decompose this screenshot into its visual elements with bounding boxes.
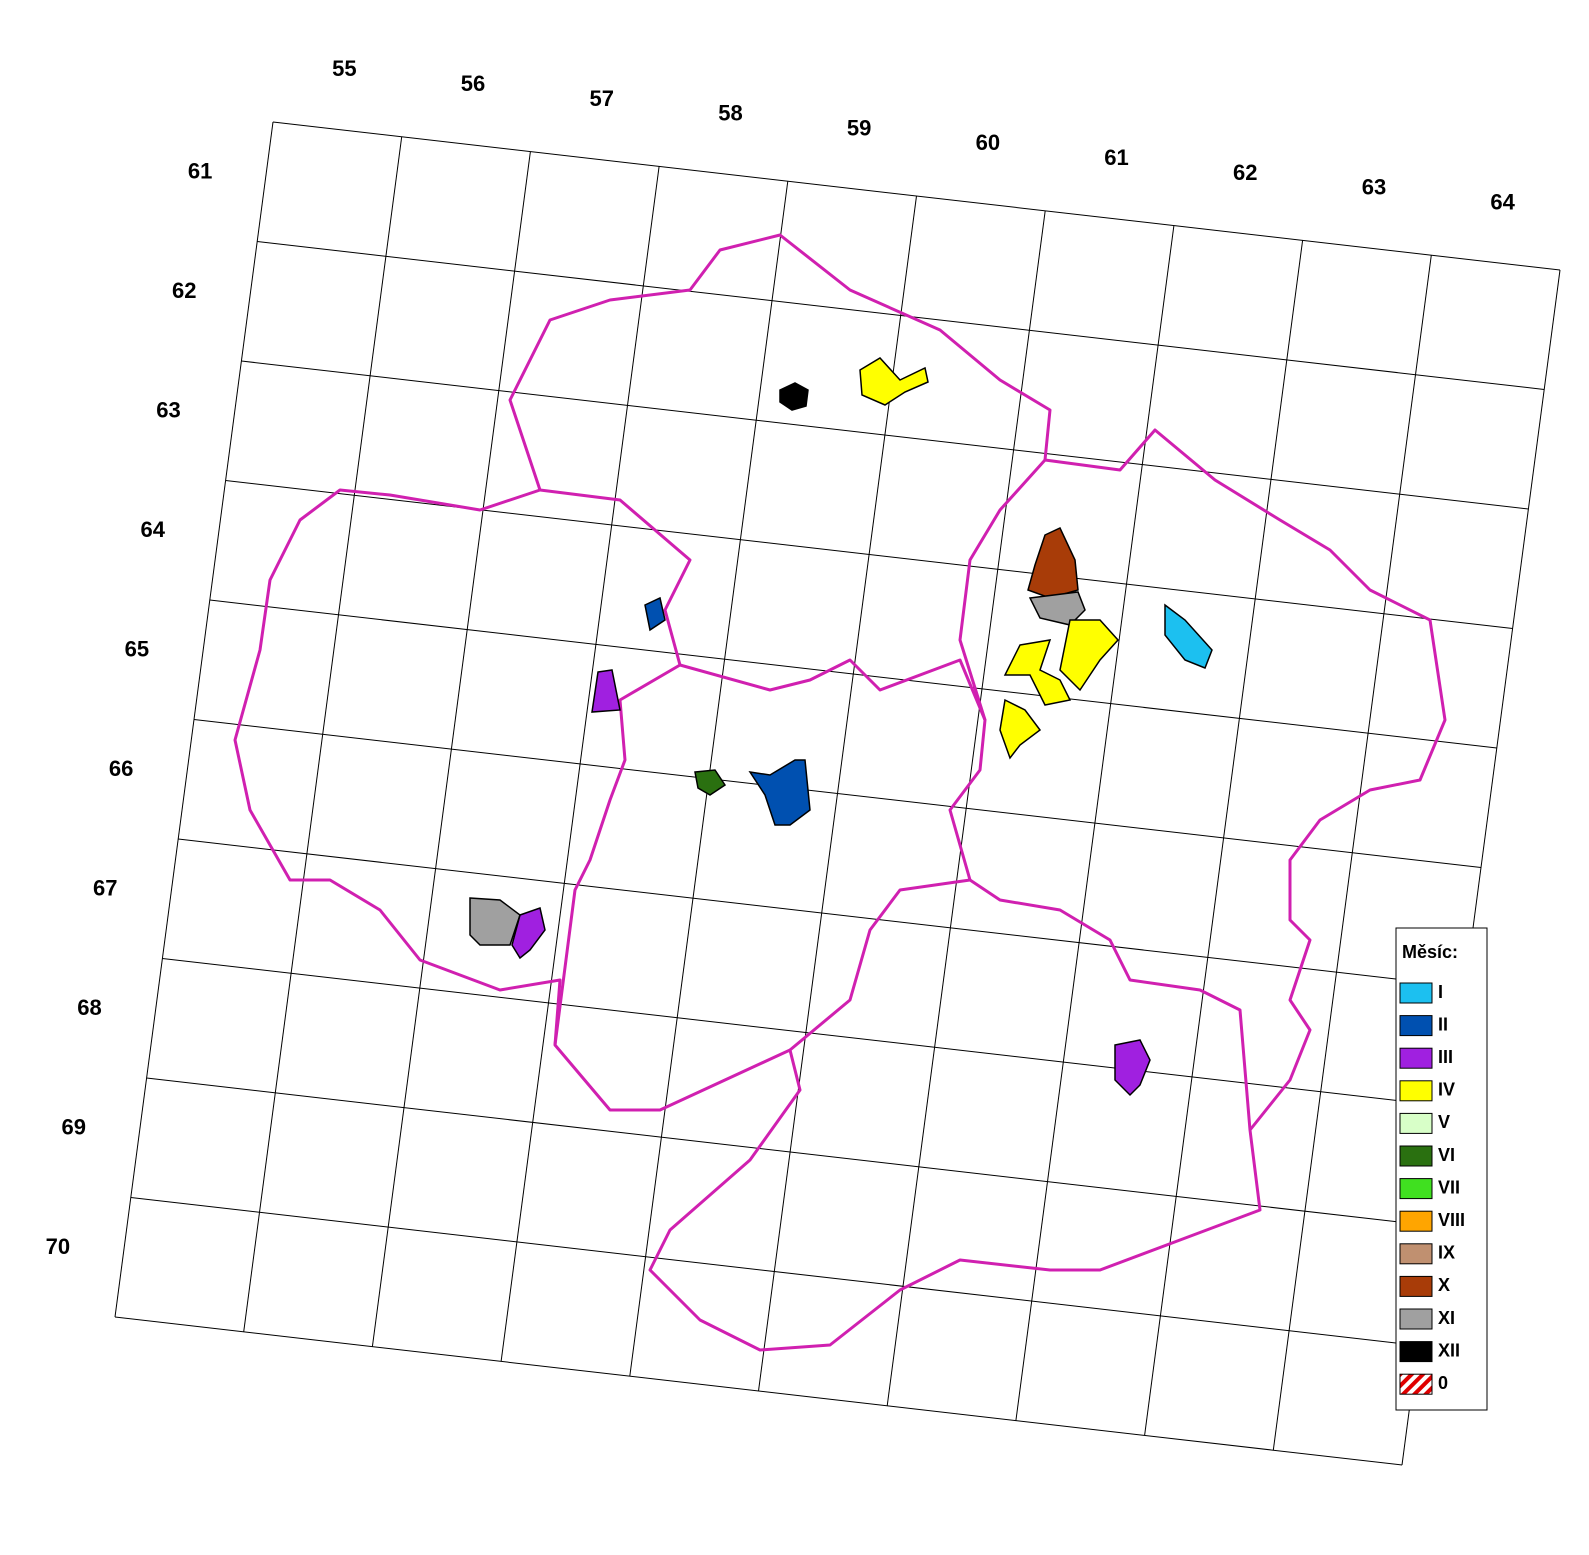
legend-box — [1395, 927, 1488, 1411]
legend-swatch — [1399, 982, 1433, 1004]
grid-line — [225, 480, 1513, 629]
column-label: 55 — [332, 56, 356, 81]
legend-label: X — [1438, 1275, 1450, 1295]
patch — [469, 897, 521, 946]
legend-swatch — [1399, 1047, 1433, 1069]
column-label: 56 — [461, 71, 485, 96]
region-borders — [233, 233, 1447, 1352]
district-border — [958, 458, 1047, 721]
region-outline — [233, 233, 1447, 1352]
legend-label: II — [1438, 1014, 1448, 1034]
column-label: 58 — [718, 101, 742, 126]
patch — [1027, 527, 1079, 599]
grid-line — [162, 958, 1450, 1107]
patch — [694, 769, 727, 796]
row-label: 70 — [46, 1234, 70, 1259]
grid-line — [209, 599, 1497, 749]
patch — [644, 596, 666, 632]
grid — [114, 121, 1561, 1466]
legend-label: V — [1438, 1112, 1450, 1132]
column-label: 62 — [1233, 160, 1257, 185]
legend-swatch — [1399, 1080, 1433, 1102]
legend-title: Měsíc: — [1402, 942, 1458, 962]
legend-label: VIII — [1438, 1210, 1465, 1230]
legend-swatch — [1399, 1308, 1433, 1330]
grid-line — [193, 719, 1482, 868]
legend-label: 0 — [1438, 1373, 1448, 1393]
column-label: 61 — [1104, 145, 1128, 170]
row-label: 63 — [156, 398, 180, 423]
legend-label: III — [1438, 1047, 1453, 1067]
grid-line — [241, 360, 1529, 510]
column-label: 63 — [1362, 175, 1386, 200]
legend-label: IX — [1438, 1243, 1455, 1263]
column-label: 59 — [847, 115, 871, 140]
patch — [1114, 1039, 1151, 1097]
row-label: 64 — [140, 517, 165, 542]
grid-line — [257, 241, 1545, 390]
legend-swatch — [1399, 1015, 1433, 1037]
column-label: 64 — [1490, 189, 1515, 214]
legend-swatch — [1399, 1178, 1433, 1200]
legend-label: VI — [1438, 1145, 1455, 1165]
patch — [1003, 639, 1072, 706]
legend-swatch — [1399, 1341, 1433, 1363]
legend-label: XI — [1438, 1308, 1455, 1328]
legend-swatch — [1399, 1275, 1433, 1297]
row-label: 67 — [93, 876, 117, 901]
column-label: 57 — [590, 86, 614, 111]
legend-swatch — [1399, 1112, 1433, 1134]
column-label: 60 — [976, 130, 1000, 155]
patches — [469, 357, 1213, 1097]
patch — [859, 357, 929, 406]
row-label: 61 — [188, 159, 212, 184]
patch — [1164, 603, 1213, 669]
row-label: 62 — [172, 278, 196, 303]
patch — [1059, 619, 1120, 692]
row-label: 68 — [77, 995, 101, 1020]
grid-line — [146, 1077, 1434, 1227]
grid-line — [130, 1197, 1418, 1346]
row-label: 66 — [109, 756, 133, 781]
patch — [591, 669, 621, 713]
row-label: 69 — [61, 1115, 85, 1140]
legend-label: I — [1438, 982, 1443, 1002]
legend-label: IV — [1438, 1080, 1455, 1100]
patch — [748, 759, 811, 826]
grid-line — [272, 121, 1561, 271]
legend-swatch — [1399, 1210, 1433, 1232]
patch — [511, 907, 546, 960]
grid-line — [178, 838, 1466, 988]
district-border — [539, 488, 692, 1046]
patch — [779, 382, 809, 411]
district-border — [679, 658, 987, 1052]
legend-swatch — [1399, 1145, 1433, 1167]
legend-label: XII — [1438, 1340, 1460, 1360]
grid-line — [114, 1316, 1403, 1466]
legend-swatch — [1399, 1243, 1433, 1265]
legend-swatch — [1399, 1373, 1433, 1395]
patch — [999, 698, 1042, 760]
district-border — [969, 878, 1252, 1131]
patch — [1028, 591, 1086, 626]
legend-label: VII — [1438, 1177, 1460, 1197]
row-label: 65 — [125, 637, 149, 662]
